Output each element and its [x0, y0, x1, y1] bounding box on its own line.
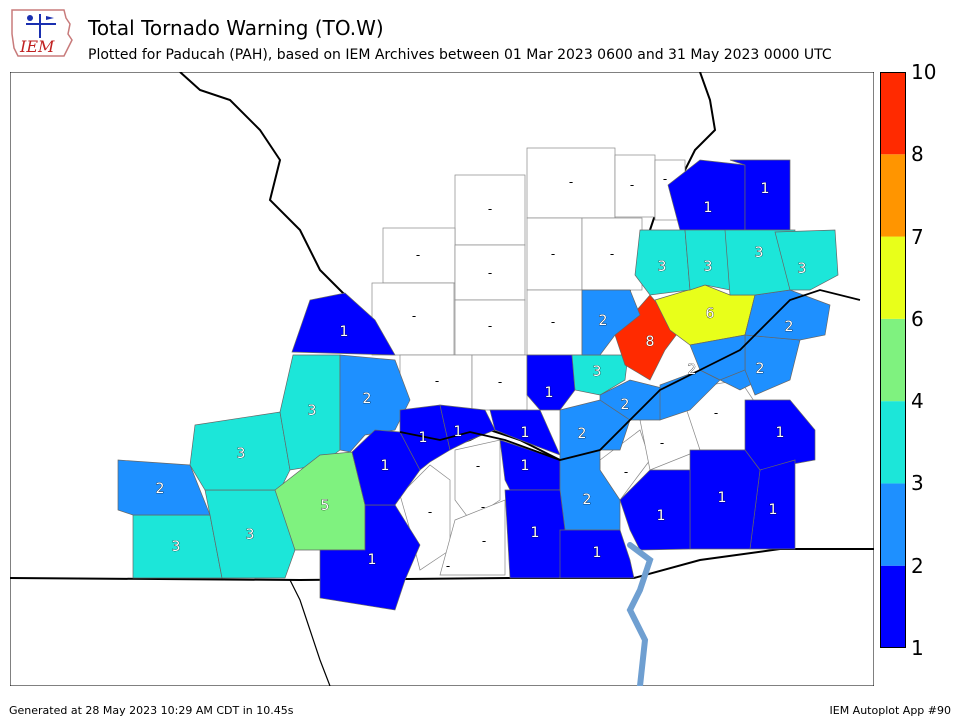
- no-data-counties: [371, 147, 761, 576]
- label-butler: 2: [156, 481, 165, 497]
- colorbar-bin-1: [880, 565, 906, 648]
- dash-18: -: [446, 559, 450, 573]
- label-ballard: 1: [521, 458, 530, 474]
- label-gibson: 1: [704, 200, 713, 216]
- county-gallatin: [581, 289, 641, 356]
- county-vanderburgh: [684, 229, 731, 291]
- colorbar: [880, 72, 906, 648]
- dash-9: -: [412, 309, 416, 323]
- label-union: 6: [706, 306, 715, 322]
- label-massac: 1: [521, 425, 530, 441]
- ohio-river: [399, 289, 861, 461]
- dash-16: -: [481, 500, 485, 514]
- label-warrick: 3: [755, 245, 764, 261]
- label-alexander: 1: [419, 430, 428, 446]
- county-calloway: [559, 529, 635, 579]
- colorbar-tick-label: 8: [911, 142, 924, 167]
- dash-10: -: [488, 319, 492, 333]
- colorbar-bin-2: [880, 483, 906, 566]
- colorbar-bin-7: [880, 72, 906, 155]
- state-border-ar: [289, 579, 331, 686]
- label-stoddard: 5: [321, 498, 330, 514]
- colorbar-bin-3: [880, 401, 906, 484]
- colorbar-bin-5: [880, 236, 906, 319]
- label-hopkins: 2: [785, 319, 794, 335]
- label-pulaski: 1: [454, 424, 463, 440]
- label-ripley: 3: [172, 539, 181, 555]
- colorbar-tick-label: 7: [911, 224, 924, 249]
- label-stewart: 1: [657, 508, 666, 524]
- dash-5: -: [416, 248, 420, 262]
- dash-17: -: [482, 534, 486, 548]
- county-henderson: [774, 229, 839, 291]
- county-massac: [489, 409, 561, 456]
- label-vanderburgh: 3: [704, 259, 713, 275]
- dash-12: -: [435, 374, 439, 388]
- label-dunklin: 1: [368, 552, 377, 568]
- label-capegirardeau: 2: [363, 391, 372, 407]
- label-trigg: 1: [718, 490, 727, 506]
- label-johnson: 1: [545, 385, 554, 401]
- dash-1: -: [488, 202, 492, 216]
- label-calloway: 1: [593, 545, 602, 561]
- footer-app: IEM Autoplot App #90: [829, 704, 952, 717]
- county-value-labels: 3 2 3 3 3 5 1 2 1 1 1 1 1 1 3 1 2 1 1 2 …: [155, 181, 807, 569]
- label-perry: 1: [340, 324, 349, 340]
- label-todd: 1: [769, 502, 778, 518]
- colorbar-tick-label: 10: [911, 60, 937, 84]
- colorbar-bin-4: [880, 318, 906, 402]
- label-carter: 3: [246, 527, 255, 543]
- label-marshall: 2: [578, 426, 587, 442]
- dash-7: -: [551, 247, 555, 261]
- label-bollinger: 3: [308, 403, 317, 419]
- dash-3: -: [630, 178, 634, 192]
- label-graves: 1: [531, 525, 540, 541]
- label-posey: 3: [658, 259, 667, 275]
- colorbar-tick-label: 4: [911, 389, 924, 414]
- label-pike: 1: [761, 181, 770, 197]
- chart-title: Total Tornado Warning (TO.W): [88, 16, 384, 40]
- label-christian: 1: [776, 425, 785, 441]
- footer-generated: Generated at 28 May 2023 10:29 AM CDT in…: [9, 704, 294, 717]
- county-map: 3 2 3 3 3 5 1 2 1 1 1 1 1 1 3 1 2 1 1 2 …: [10, 72, 874, 686]
- colorbar-tick-label: 2: [911, 553, 924, 578]
- chart-subtitle: Plotted for Paducah (PAH), based on IEM …: [88, 47, 832, 63]
- colorbar-tick-label: 3: [911, 471, 924, 496]
- label-gallatin: 2: [599, 313, 608, 329]
- label-scott: 1: [381, 458, 390, 474]
- dash-2: -: [569, 175, 573, 189]
- dash-11: -: [551, 315, 555, 329]
- colorbar-tick-label: 6: [911, 306, 924, 331]
- dash-8: -: [610, 247, 614, 261]
- dash-20: -: [660, 436, 664, 450]
- colorbar-tick-label: 1: [911, 636, 924, 660]
- label-wayne: 3: [237, 446, 246, 462]
- dash-15: -: [428, 505, 432, 519]
- county-warrick: [724, 229, 796, 296]
- county-perry: [291, 292, 396, 356]
- label-lyon: 2: [688, 362, 697, 378]
- county-pope: [571, 354, 629, 396]
- dash-21: -: [714, 406, 718, 420]
- label-henderson: 3: [798, 261, 807, 277]
- kentucky-lake: [626, 542, 654, 686]
- dash-19: -: [624, 465, 628, 479]
- county-posey: [634, 229, 691, 296]
- iem-logo: IEM: [6, 4, 78, 60]
- county-dunklin: [319, 504, 421, 611]
- no-data-labels: - - - - - - - - - - - - - - - - - - - - …: [412, 172, 718, 573]
- dash-4: -: [663, 172, 667, 186]
- label-pope: 3: [593, 364, 602, 380]
- svg-text:IEM: IEM: [19, 37, 55, 56]
- dash-14: -: [476, 459, 480, 473]
- label-mccracken: 2: [583, 492, 592, 508]
- county-stewart: [619, 469, 691, 551]
- label-crittenden: 8: [646, 334, 655, 350]
- dash-6: -: [488, 266, 492, 280]
- dash-13: -: [498, 375, 502, 389]
- county-butler: [117, 459, 211, 516]
- label-caldwell: 2: [756, 361, 765, 377]
- colorbar-bin-6: [880, 154, 906, 237]
- label-livingston: 2: [621, 397, 630, 413]
